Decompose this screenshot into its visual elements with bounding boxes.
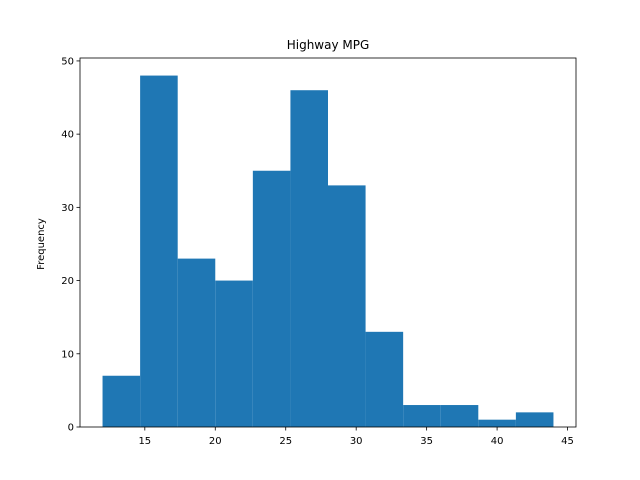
bar xyxy=(403,405,441,427)
bar xyxy=(140,75,178,428)
bar xyxy=(252,170,291,427)
bar xyxy=(102,375,141,427)
y-tick-label: 20 xyxy=(61,276,74,287)
bar xyxy=(478,419,516,427)
y-axis-label: Frequency xyxy=(36,218,47,270)
y-tick-label: 0 xyxy=(68,423,74,434)
x-tick-label: 40 xyxy=(491,436,504,447)
x-tick-label: 30 xyxy=(350,436,363,447)
y-tick-label: 50 xyxy=(61,56,74,67)
bar xyxy=(515,412,554,427)
y-tick-label: 40 xyxy=(61,130,74,141)
y-tick-label: 30 xyxy=(61,203,74,214)
bar xyxy=(440,405,479,427)
plot-frame xyxy=(79,57,577,428)
bar xyxy=(365,331,404,427)
chart-title: Highway MPG xyxy=(287,38,370,52)
bar xyxy=(177,258,216,427)
x-tick-label: 25 xyxy=(279,436,292,447)
x-tick-label: 35 xyxy=(420,436,433,447)
y-tick-label: 10 xyxy=(61,349,74,360)
bar xyxy=(215,280,253,427)
x-tick-label: 15 xyxy=(138,436,151,447)
bar xyxy=(328,185,366,427)
x-tick-label: 45 xyxy=(561,436,574,447)
x-tick-label: 20 xyxy=(209,436,222,447)
bar xyxy=(290,90,328,427)
